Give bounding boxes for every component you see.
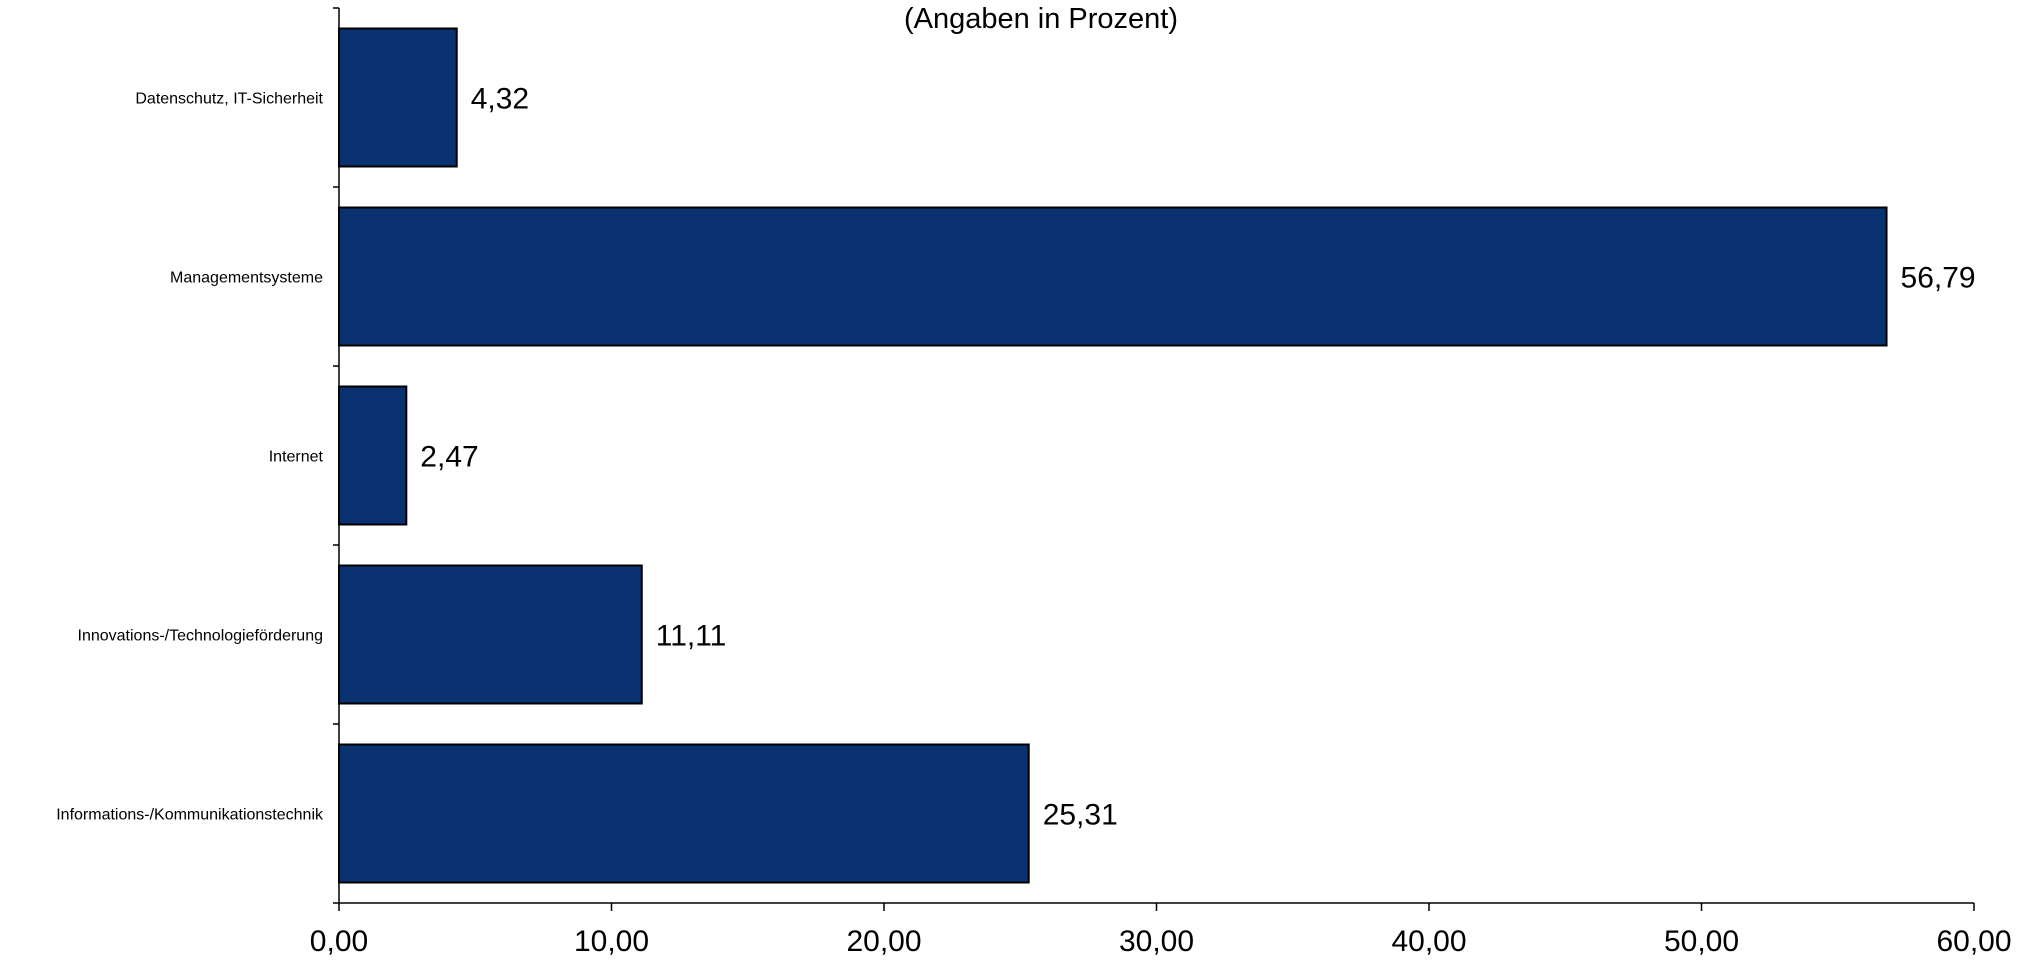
axes-layer: Datenschutz, IT-Sicherheit 4,32 Management… — [56, 7, 2012, 958]
x-tick-label: 10,00 — [574, 925, 649, 955]
x-tick-label: 30,00 — [1119, 925, 1194, 955]
data-label-datenschutz-it-sicherheit: 4,32 — [471, 83, 529, 116]
x-tick-label: 60,00 — [1936, 925, 2011, 955]
category-label-informations-kommunikationstechnik: Informations-/Kommunikationstechnik — [56, 807, 324, 824]
data-label-internet: 2,47 — [420, 441, 478, 474]
category-label-internet: Internet — [269, 449, 324, 466]
x-tick-label: 20,00 — [846, 925, 921, 955]
bar-innovations-technologieförderung — [338, 564, 643, 705]
bar-informations-kommunikationstechnik — [338, 743, 1030, 884]
bar-internet — [338, 385, 408, 526]
x-tick-label: 0,00 — [310, 925, 368, 955]
category-label-innovations-technologieförderung: Innovations-/Technologieförderung — [78, 628, 324, 645]
bar-datenschutz-it-sicherheit — [338, 27, 458, 168]
x-tick-label: 50,00 — [1664, 925, 1739, 955]
chart-subtitle: (Angaben in Prozent) — [904, 3, 1178, 35]
data-label-managementsysteme: 56,79 — [1901, 262, 1976, 295]
x-tick-label: 40,00 — [1391, 925, 1466, 955]
data-label-innovations-technologieförderung: 11,11 — [656, 620, 727, 653]
category-label-datenschutz-it-sicherheit: Datenschutz, IT-Sicherheit — [135, 91, 323, 108]
bar-managementsysteme — [338, 206, 1888, 347]
category-label-managementsysteme: Managementsysteme — [170, 270, 323, 287]
bars-layer — [338, 27, 1888, 884]
data-label-informations-kommunikationstechnik: 25,31 — [1043, 799, 1118, 832]
